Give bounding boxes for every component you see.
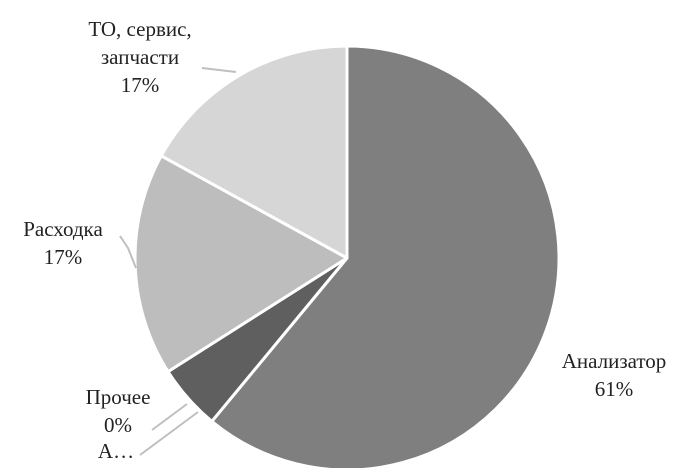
slice-label-other-percent: 0% (104, 413, 132, 437)
leader-line-truncated (139, 411, 199, 456)
pie-slice-service (159, 44, 349, 260)
slice-label-service-line2: запчасти (101, 45, 179, 69)
slice-label-service-line1: ТО, сервис, (88, 17, 191, 41)
pie-slices (133, 44, 561, 468)
leader-line-other (151, 403, 188, 431)
slice-label-service-percent: 17% (121, 73, 160, 97)
slice-label-consumables-name: Расходка (23, 217, 103, 241)
leader-line-consumables (119, 235, 137, 269)
slice-label-consumables-percent: 17% (44, 245, 83, 269)
pie-slice-analyzer (210, 44, 561, 468)
slice-label-analyzer-percent: 61% (595, 377, 634, 401)
slice-label-truncated-name: А… (98, 439, 134, 463)
leader-lines (119, 67, 237, 456)
slice-label-analyzer-name: Анализатор (562, 349, 667, 373)
slice-label-other-name: Прочее (86, 385, 151, 409)
leader-line-service (201, 67, 237, 73)
